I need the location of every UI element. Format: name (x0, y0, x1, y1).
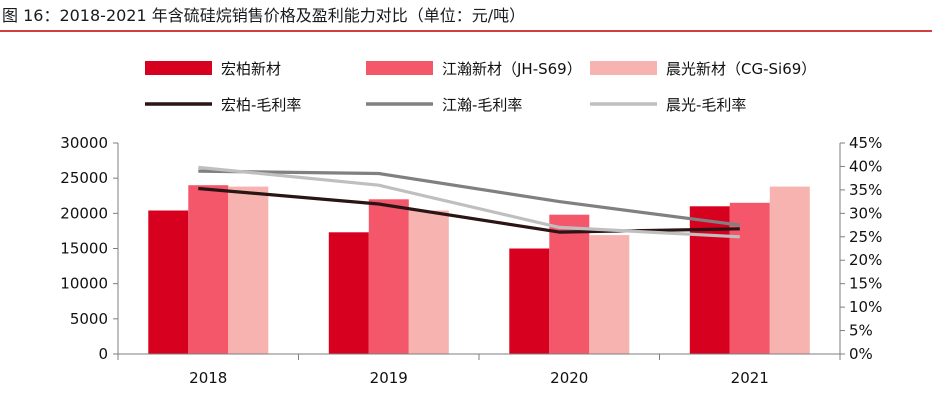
left-tick-label: 30000 (60, 134, 108, 152)
left-tick-label: 15000 (60, 240, 108, 258)
legend-label-line-0: 宏柏-毛利率 (221, 96, 301, 114)
bar-s0-2019 (328, 232, 369, 354)
bar-s2-2020 (589, 235, 630, 354)
line-series-0 (198, 186, 740, 234)
legend-label-bar-0: 宏柏新材 (221, 60, 281, 78)
right-tick-label: 5% (849, 322, 873, 340)
right-tick-label: 45% (849, 134, 882, 152)
left-tick-label: 10000 (60, 275, 108, 293)
left-tick-label: 20000 (60, 204, 108, 222)
right-tick-label: 25% (849, 228, 882, 246)
line-series-group (198, 165, 741, 239)
legend: 宏柏新材 江瀚新材（JH-S69） 晨光新材（CG-Si69） 宏柏-毛利率 江瀚-毛利… (145, 60, 816, 114)
legend-label-bar-1: 江瀚新材（JH-S69） (442, 60, 582, 78)
legend-swatch-bar-2 (590, 61, 657, 75)
bar-s2-2021 (769, 186, 810, 354)
bar-s1-2018 (188, 185, 229, 354)
right-tick-label: 10% (849, 298, 882, 316)
legend-swatch-bar-0 (145, 61, 212, 75)
legend-label-line-1: 江瀚-毛利率 (442, 96, 522, 114)
right-tick-label: 35% (849, 181, 882, 199)
bar-s1-2020 (549, 214, 590, 354)
right-tick-label: 40% (849, 157, 882, 175)
x-tick-label: 2019 (370, 369, 408, 387)
left-tick-label: 0 (98, 345, 108, 363)
right-tick-label: 0% (849, 345, 873, 363)
right-tick-label: 15% (849, 275, 882, 293)
line-series-2 (198, 165, 740, 239)
left-tick-label: 5000 (70, 310, 108, 328)
x-tick-label: 2021 (731, 369, 769, 387)
legend-label-bar-2: 晨光新材（CG-Si69） (666, 60, 816, 78)
x-tick-label: 2020 (550, 369, 588, 387)
right-tick-label: 20% (849, 251, 882, 269)
figure-title: 图 16：2018-2021 年含硫硅烷销售价格及盈利能力对比（单位：元/吨） (2, 6, 525, 25)
bar-s0-2018 (148, 210, 189, 354)
bar-s0-2020 (509, 248, 550, 354)
x-tick-label: 2018 (189, 369, 227, 387)
legend-swatch-bar-1 (366, 61, 433, 75)
bar-s2-2019 (408, 210, 449, 354)
legend-label-line-2: 晨光-毛利率 (666, 96, 746, 114)
axes: 0 5000 10000 15000 20000 25000 30000 0% 5% 10% 15%… (60, 134, 882, 387)
bar-s2-2018 (228, 186, 269, 354)
right-tick-label: 30% (849, 204, 882, 222)
line-series-1 (198, 169, 741, 227)
bar-s1-2019 (368, 199, 409, 354)
left-tick-label: 25000 (60, 169, 108, 187)
bar-series-group (148, 185, 810, 354)
